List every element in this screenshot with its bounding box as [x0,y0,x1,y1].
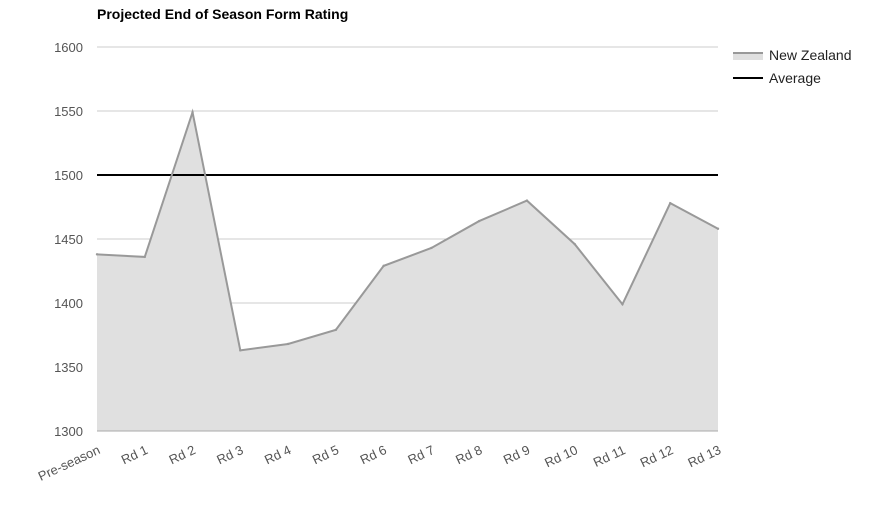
data-point [525,199,529,202]
y-tick-label: 1300 [54,424,83,439]
data-point [95,253,99,256]
x-tick-label: Pre-season [36,442,103,484]
y-tick-label: 1600 [54,40,83,55]
legend-label-new-zealand: New Zealand [769,47,852,63]
data-point [143,255,146,259]
y-tick-label: 1350 [54,360,83,375]
y-tick-label: 1500 [54,168,83,183]
chart-title: Projected End of Season Form Rating [97,6,349,22]
data-point [191,111,194,114]
data-point [716,227,720,230]
x-tick-label: Rd 2 [167,442,198,467]
data-point [286,342,290,346]
data-point [239,349,242,352]
data-point [430,246,433,250]
y-tick-label: 1400 [54,296,83,311]
area-fill-new-zealand [97,112,718,431]
data-point [334,328,338,332]
x-tick-label: Rd 13 [685,442,723,470]
data-point [621,303,624,306]
x-tick-label: Rd 12 [638,442,676,470]
series-line-new-zealand [96,108,719,352]
x-tick-label: Rd 9 [501,442,532,467]
data-point [669,201,672,205]
y-tick-label: 1450 [54,232,83,247]
x-tick-label: Rd 1 [119,442,150,467]
legend-swatch-new-zealand [733,52,763,60]
data-point [382,264,385,268]
x-tick-label: Rd 11 [591,442,628,470]
legend-label-average: Average [769,70,821,86]
data-point [573,242,576,246]
x-tick-label: Rd 7 [405,442,436,467]
x-tick-label: Rd 3 [214,442,245,467]
x-tick-label: Rd 4 [262,442,293,467]
x-tick-label: Rd 6 [358,442,389,467]
x-tick-label: Rd 8 [453,442,484,467]
x-tick-label: Rd 10 [542,442,580,470]
y-tick-label: 1550 [54,104,83,119]
x-tick-label: Rd 5 [310,442,341,467]
data-point [477,219,481,223]
